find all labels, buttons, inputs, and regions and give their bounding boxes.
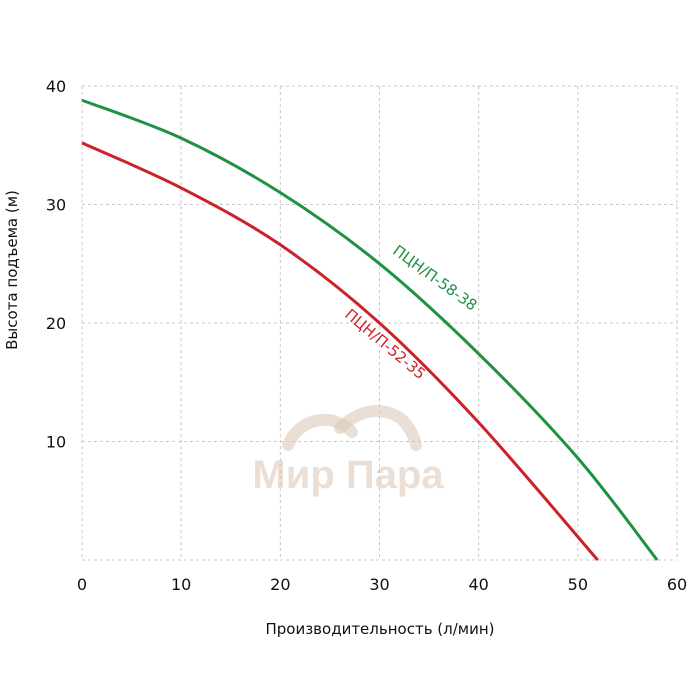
x-tick-label: 30	[369, 575, 389, 594]
series-label: ПЦН/П-58-38	[389, 241, 480, 314]
watermark-arc-right	[334, 405, 422, 451]
x-tick-label: 40	[468, 575, 488, 594]
series-curve	[81, 141, 599, 561]
y-axis-label: Высота подъема (м)	[3, 190, 21, 350]
y-tick-label: 10	[46, 433, 66, 452]
x-tick-label: 60	[667, 575, 687, 594]
y-tick-label: 30	[46, 196, 66, 215]
series-curve	[81, 98, 659, 561]
y-tick-label: 20	[46, 314, 66, 333]
series-label: ПЦН/П-52-35	[341, 305, 429, 383]
x-tick-label: 0	[77, 575, 87, 594]
x-tick-label: 20	[270, 575, 290, 594]
x-tick-label: 10	[171, 575, 191, 594]
x-tick-label: 50	[568, 575, 588, 594]
x-axis-label: Производительность (л/мин)	[265, 620, 494, 638]
series-curves	[81, 98, 659, 561]
watermark-text: Мир Пара	[252, 453, 444, 497]
axis-ticks: 0 10 20 30 40 50 60 10 20 30 40	[46, 77, 687, 594]
y-tick-label: 40	[46, 77, 66, 96]
watermark-logo: Мир Пара	[252, 405, 444, 497]
